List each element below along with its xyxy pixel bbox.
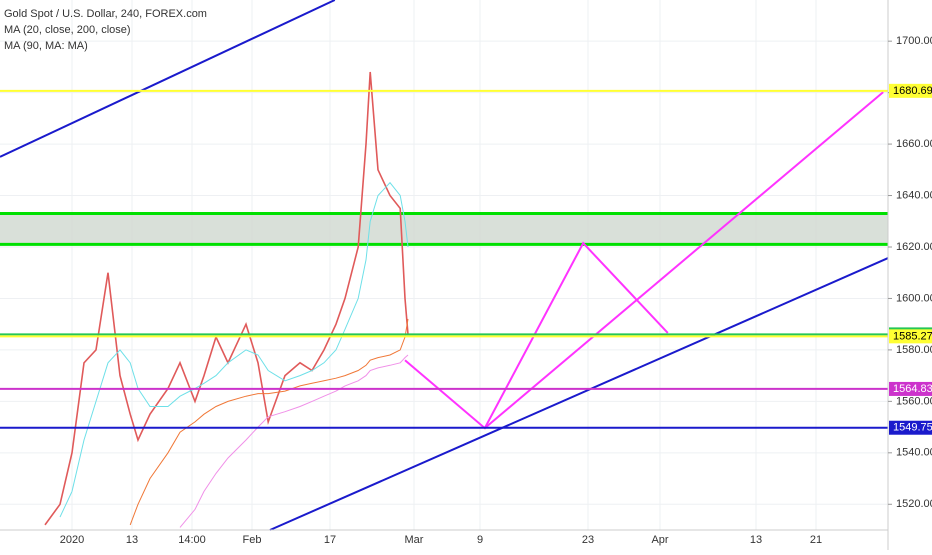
x-tick-label: Apr [651,534,668,546]
level-label: 1564.83 [893,383,932,395]
x-tick-label: 2020 [60,534,84,546]
x-tick-label: 13 [750,534,762,546]
indicator-label: MA (90, MA: MA) [4,40,88,52]
series-line [44,71,409,526]
y-tick-label: 1620.00 [896,241,932,253]
x-tick-label: 9 [477,534,483,546]
level-label: 1549.75 [893,422,932,434]
level-label-bg [889,329,932,344]
y-tick-label: 1640.00 [896,189,932,201]
level-label-bg [889,83,932,98]
level-label-bg [889,381,932,396]
trend-line [269,257,889,531]
level-label: 1680.69 [893,85,932,97]
trend-line [0,0,336,158]
x-tick-label: 21 [810,534,822,546]
chart-title: Gold Spot / U.S. Dollar, 240, FOREX.com [4,8,207,20]
x-tick-label: 14:00 [178,534,206,546]
x-tick-label: 13 [126,534,138,546]
level-label: 1585.27 [893,330,932,342]
y-tick-label: 1600.00 [896,292,932,304]
series-line [179,354,409,528]
y-tick-label: 1580.00 [896,344,932,356]
zone [0,213,888,245]
y-tick-label: 1660.00 [896,138,932,150]
y-tick-label: 1540.00 [896,447,932,459]
x-tick-label: 17 [324,534,336,546]
x-tick-label: Feb [243,534,262,546]
level-label-bg [889,420,932,435]
x-tick-label: 23 [582,534,594,546]
y-tick-label: 1560.00 [896,395,932,407]
plot-area [0,0,889,531]
y-tick-label: 1700.00 [896,35,932,47]
indicator-label: MA (20, close, 200, close) [4,24,131,36]
trend-line [484,91,884,429]
y-tick-label: 1520.00 [896,498,932,510]
series-line [59,181,409,518]
x-tick-label: Mar [405,534,424,546]
